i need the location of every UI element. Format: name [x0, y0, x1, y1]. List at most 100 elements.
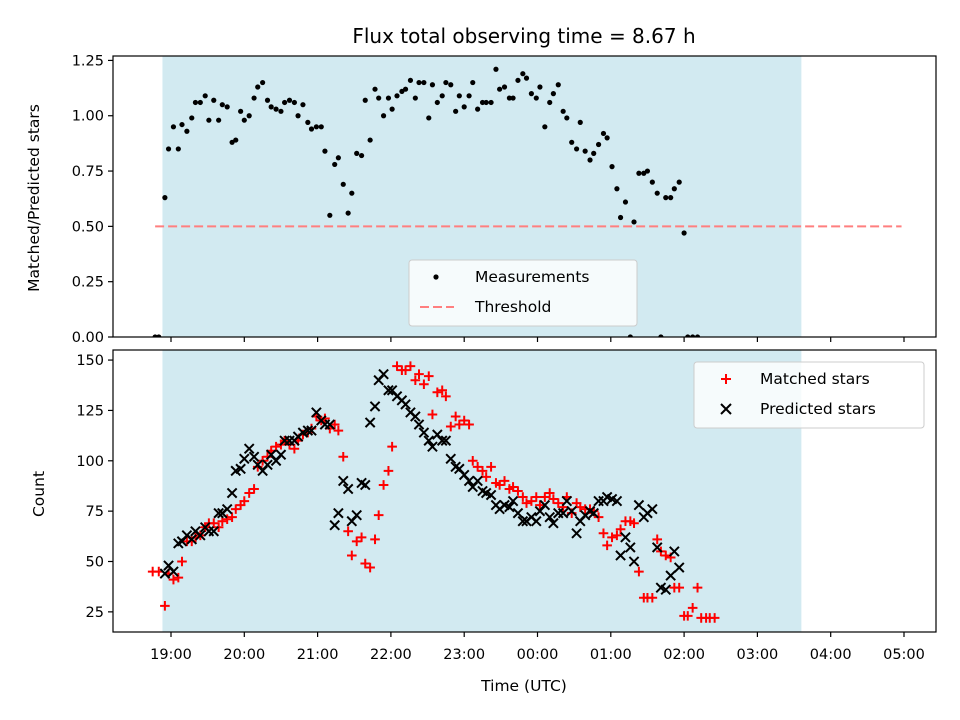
- predicted-star-point: [238, 453, 250, 465]
- measurement-point: [162, 195, 168, 201]
- measurement-point: [367, 137, 373, 143]
- measurement-point: [179, 121, 185, 128]
- measurement-point: [671, 186, 677, 192]
- measurement-point: [649, 179, 655, 185]
- bottom-panel: 25 50 75 100 125 150 19:00 20:00 21:00 22:00 23:00…: [76, 349, 937, 663]
- legend-box: [693, 361, 925, 429]
- top-y-tick-label: 0.25: [72, 275, 104, 291]
- matched-star-point: [472, 462, 483, 472]
- matched-star-point: [168, 574, 179, 585]
- matched-star-point: [160, 601, 170, 611]
- matched-star-point: [414, 369, 424, 379]
- top-y-tick-label: 0.50: [72, 219, 104, 235]
- legend-label: Measurements: [475, 268, 590, 286]
- predicted-star-point: [571, 527, 582, 539]
- x-tick-label: 22:00: [370, 647, 412, 663]
- measurement-point: [510, 95, 516, 101]
- predicted-star-point: [248, 451, 260, 463]
- predicted-star-point: [342, 483, 354, 495]
- measurement-point: [453, 108, 459, 114]
- matched-star-point: [535, 500, 545, 510]
- predicted-star-point: [311, 407, 322, 418]
- measurement-point: [622, 199, 629, 205]
- measurement-point: [407, 77, 414, 83]
- measurement-point: [488, 99, 494, 106]
- matched-star-point: [553, 498, 564, 508]
- matched-star-point: [459, 415, 469, 426]
- matched-star-point: [432, 387, 443, 398]
- matched-star-point: [360, 558, 371, 569]
- predicted-star-point: [359, 479, 371, 491]
- matched-star-point: [615, 524, 626, 535]
- matched-star-point: [612, 530, 622, 541]
- measurement-point: [372, 86, 378, 92]
- measurement-point: [547, 99, 553, 106]
- legend-matched-symbol: [721, 374, 731, 384]
- matched-star-point: [544, 488, 555, 498]
- measurement-point: [300, 102, 306, 108]
- measurement-point: [681, 230, 687, 236]
- predicted-star-point: [647, 503, 658, 515]
- measurement-point: [241, 117, 247, 123]
- matched-star-point: [441, 391, 451, 402]
- measurement-point: [206, 117, 212, 123]
- measurement-point: [533, 95, 539, 101]
- matched-star-point: [383, 466, 394, 476]
- measurement-point: [175, 146, 181, 152]
- measurement-point: [429, 82, 436, 88]
- predicted-star-point: [463, 475, 475, 487]
- top-panel: 0.00 0.25 0.50 0.75 1.00 1.25 Measurements Thre…: [72, 53, 937, 346]
- predicted-star-point: [159, 568, 171, 579]
- measurement-point: [550, 91, 556, 97]
- matched-star-point: [629, 518, 639, 529]
- measurement-point: [416, 79, 422, 86]
- x-tick-label: 19:00: [150, 647, 192, 663]
- measurement-point: [402, 86, 409, 92]
- predicted-star-point: [628, 556, 640, 567]
- top-y-tick-label: 1.25: [72, 53, 104, 69]
- predicted-star-point: [436, 435, 448, 446]
- matched-star-point: [387, 441, 397, 452]
- predicted-star-point: [333, 507, 344, 519]
- predicted-star-point: [566, 505, 578, 517]
- measurement-point: [587, 157, 593, 163]
- measurement-point: [614, 186, 620, 192]
- predicted-star-point: [410, 411, 421, 422]
- matched-star-point: [598, 528, 609, 539]
- measurement-point: [515, 77, 521, 83]
- measurement-point: [654, 190, 660, 196]
- measurement-point: [475, 106, 481, 112]
- predicted-star-point: [383, 384, 394, 396]
- measurement-point: [340, 181, 346, 187]
- matched-star-point: [494, 480, 505, 490]
- measurement-point: [577, 119, 583, 125]
- measurement-point: [506, 95, 513, 101]
- measurement-point: [497, 86, 503, 92]
- measurement-point: [380, 113, 387, 119]
- predicted-star-point: [351, 509, 363, 521]
- predicted-star-point: [633, 499, 645, 511]
- measurement-point: [668, 195, 674, 201]
- predicted-star-point: [427, 441, 438, 452]
- measurement-point: [349, 190, 355, 196]
- measurement-point: [224, 104, 230, 110]
- measurement-point: [165, 146, 172, 152]
- matched-star-point: [262, 451, 273, 462]
- legend-label: Matched stars: [760, 370, 870, 388]
- x-tick-label: 01:00: [590, 647, 632, 663]
- measurement-point: [197, 99, 203, 106]
- measurement-point: [327, 212, 333, 218]
- predicted-star-point: [418, 427, 430, 438]
- matched-star-point: [419, 379, 429, 390]
- predicted-star-point: [512, 507, 524, 519]
- x-tick-label: 20:00: [223, 647, 265, 663]
- measurement-point: [278, 108, 284, 114]
- predicted-star-point: [625, 542, 636, 553]
- measurement-point: [192, 99, 199, 106]
- matched-star-point: [647, 592, 658, 603]
- predicted-star-point: [275, 449, 287, 461]
- matched-star-point: [521, 498, 532, 508]
- measurement-point: [170, 124, 177, 130]
- measurement-point: [600, 130, 607, 137]
